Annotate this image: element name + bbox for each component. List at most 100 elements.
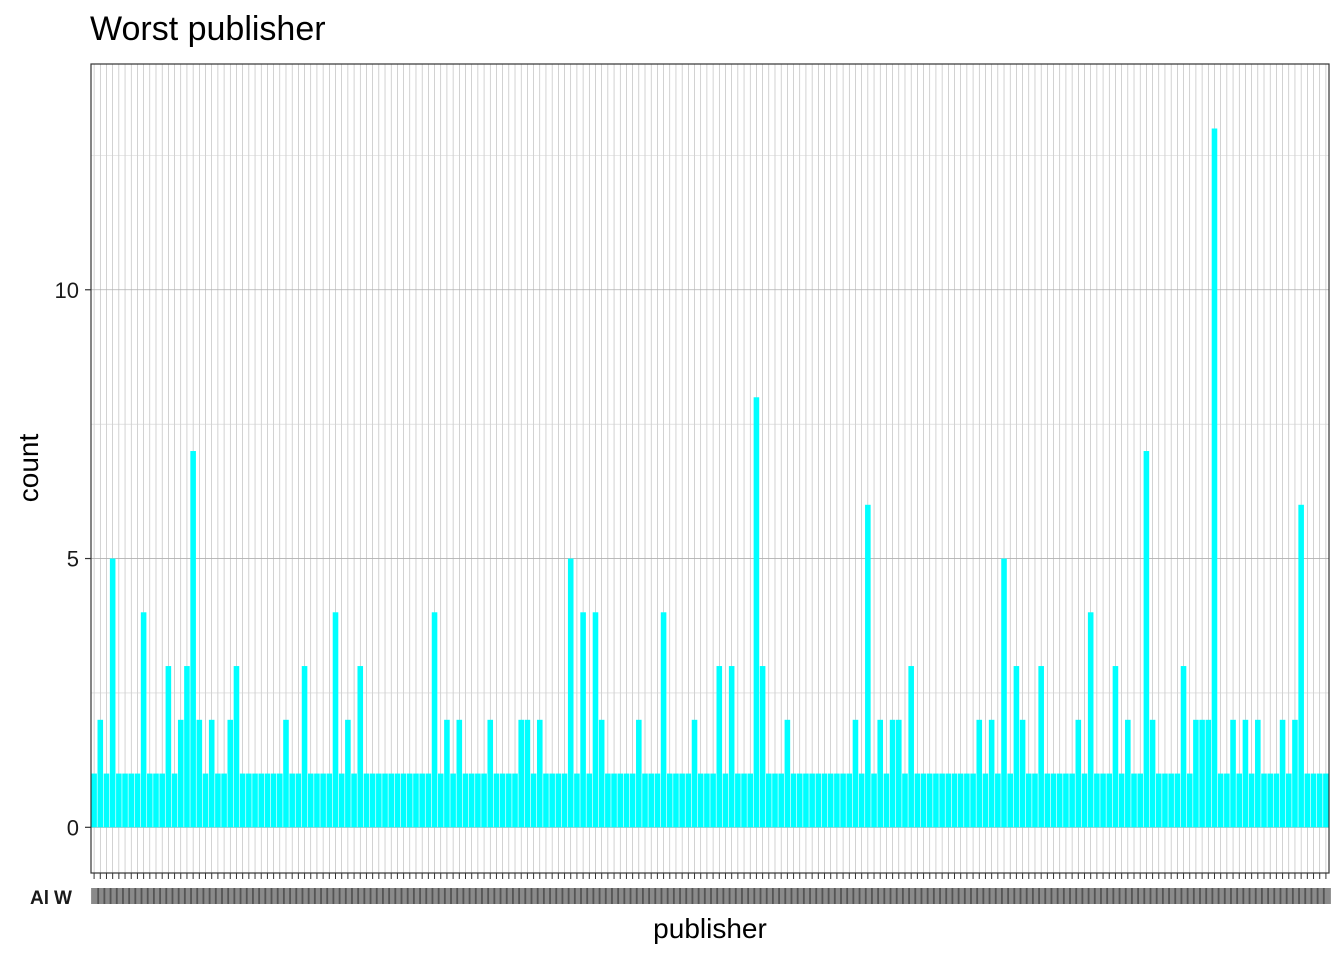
x-tick-label-overlap bbox=[301, 888, 310, 904]
x-tick-label-overlap bbox=[1322, 888, 1331, 904]
x-tick-label-overlap bbox=[97, 888, 106, 904]
bar bbox=[295, 773, 302, 828]
bar bbox=[227, 719, 234, 828]
x-tick-label-overlap bbox=[1050, 888, 1059, 904]
bar bbox=[790, 773, 797, 828]
x-tick-label-overlap bbox=[109, 888, 118, 904]
x-tick-label-overlap bbox=[177, 888, 186, 904]
bar bbox=[159, 773, 165, 828]
bar bbox=[326, 773, 333, 828]
bar bbox=[1131, 773, 1137, 828]
bar bbox=[437, 773, 444, 828]
panel-border bbox=[90, 63, 1330, 874]
bar bbox=[425, 773, 432, 828]
x-tick-label-overlap bbox=[1304, 888, 1313, 904]
bar bbox=[605, 773, 611, 828]
x-tick-label-overlap bbox=[202, 888, 211, 904]
x-tick-label-overlap bbox=[908, 888, 917, 904]
x-tick-label-overlap bbox=[1081, 888, 1090, 904]
x-tick-label-overlap bbox=[994, 888, 1003, 904]
bar bbox=[1044, 773, 1051, 828]
bar bbox=[1056, 773, 1063, 828]
x-tick-label-overlap bbox=[425, 888, 434, 904]
x-tick-label-overlap bbox=[1038, 888, 1047, 904]
x-tick-label-overlap bbox=[462, 888, 471, 904]
x-tick-label-overlap bbox=[1149, 888, 1158, 904]
y-tick-label: 0 bbox=[67, 815, 79, 840]
bar bbox=[400, 773, 407, 828]
bar bbox=[109, 558, 116, 828]
bar bbox=[803, 773, 809, 828]
x-tick-label-overlap bbox=[864, 888, 873, 904]
x-tick-label-overlap bbox=[245, 888, 254, 904]
bar bbox=[190, 451, 196, 828]
bar bbox=[858, 773, 865, 828]
bar bbox=[1193, 719, 1199, 828]
x-tick-label-overlap bbox=[833, 888, 842, 904]
bar bbox=[499, 773, 506, 828]
x-tick-label-overlap bbox=[382, 888, 391, 904]
x-tick-label-overlap bbox=[1168, 888, 1177, 904]
x-tick-label-overlap bbox=[703, 888, 712, 904]
bar bbox=[512, 773, 518, 828]
bar bbox=[908, 666, 914, 828]
x-tick-label-overlap bbox=[970, 888, 979, 904]
x-tick-label-overlap bbox=[666, 888, 675, 904]
bar bbox=[617, 773, 624, 828]
x-tick-label-overlap bbox=[351, 888, 360, 904]
x-tick-label-overlap bbox=[258, 888, 267, 904]
bar bbox=[270, 773, 277, 828]
bar bbox=[202, 773, 209, 828]
y-tick-label: 10 bbox=[55, 278, 79, 303]
bar bbox=[555, 773, 562, 828]
x-tick-label-overlap bbox=[827, 888, 836, 904]
x-tick-label-overlap bbox=[363, 888, 372, 904]
bar bbox=[865, 504, 871, 828]
bar bbox=[666, 773, 673, 828]
x-tick-label-overlap bbox=[1248, 888, 1257, 904]
x-tick-label-overlap bbox=[1180, 888, 1189, 904]
bar bbox=[239, 773, 246, 828]
bar bbox=[1094, 773, 1100, 828]
bar bbox=[1143, 451, 1150, 828]
x-tick-label-overlap bbox=[747, 888, 756, 904]
bar bbox=[896, 719, 902, 828]
bar bbox=[332, 612, 339, 828]
x-tick-label-overlap bbox=[976, 888, 985, 904]
x-tick-label-overlap bbox=[1087, 888, 1096, 904]
x-tick-label-overlap bbox=[1013, 888, 1022, 904]
x-tick-label-overlap bbox=[152, 888, 161, 904]
bar bbox=[574, 773, 580, 828]
bar bbox=[945, 773, 952, 828]
x-tick-label-overlap bbox=[877, 888, 886, 904]
x-tick-label-overlap bbox=[932, 888, 941, 904]
x-tick-label-overlap bbox=[549, 888, 558, 904]
bar bbox=[1174, 773, 1181, 828]
bar bbox=[431, 612, 438, 828]
y-tick-label: 5 bbox=[67, 547, 79, 572]
x-tick-label-overlap bbox=[276, 888, 285, 904]
x-tick-label-overlap bbox=[326, 888, 335, 904]
bar bbox=[363, 773, 370, 828]
bar bbox=[1211, 128, 1218, 828]
bar bbox=[406, 773, 413, 828]
x-tick-label-overlap bbox=[499, 888, 508, 904]
bar bbox=[264, 773, 271, 828]
bar bbox=[957, 773, 964, 828]
x-tick-label-overlap bbox=[412, 888, 421, 904]
x-tick-label-overlap bbox=[1069, 888, 1078, 904]
x-tick-label-overlap bbox=[1230, 888, 1239, 904]
x-tick-label-overlap bbox=[567, 888, 576, 904]
bar bbox=[475, 773, 481, 828]
bar bbox=[208, 719, 215, 828]
x-tick-label-overlap bbox=[920, 888, 929, 904]
x-tick-label-overlap bbox=[611, 888, 620, 904]
x-tick-label-overlap bbox=[443, 888, 452, 904]
bar bbox=[821, 773, 828, 828]
bar bbox=[636, 719, 642, 828]
x-tick-label-overlap bbox=[1112, 888, 1121, 904]
bar bbox=[382, 773, 388, 828]
bar bbox=[1075, 719, 1082, 828]
bar bbox=[1217, 773, 1224, 828]
x-tick-label-overlap bbox=[320, 888, 329, 904]
